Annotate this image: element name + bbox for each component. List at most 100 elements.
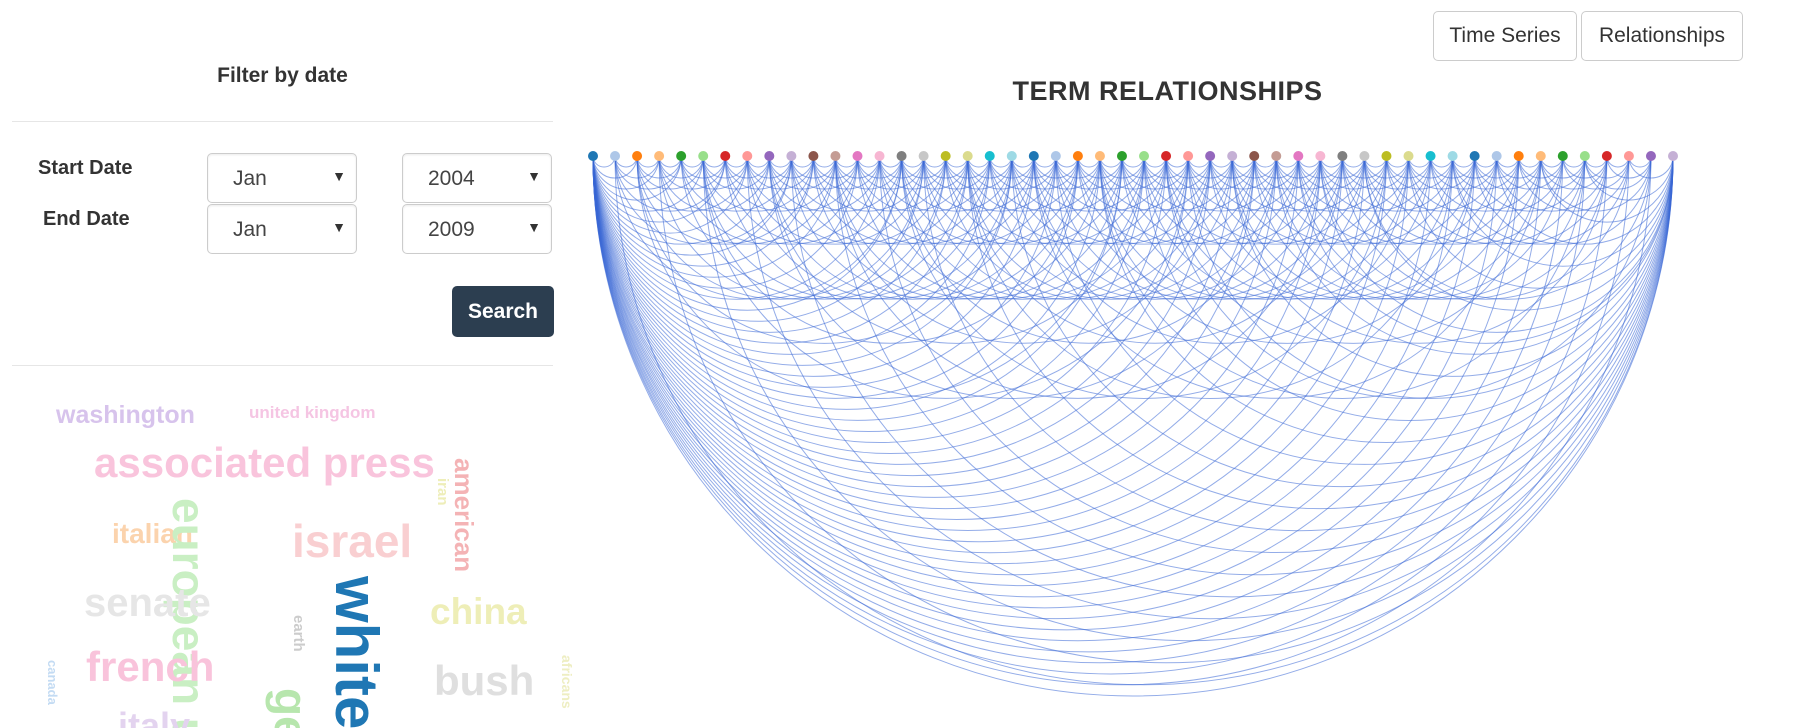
relationship-link: [592, 155, 1145, 432]
term-node[interactable]: [830, 151, 841, 161]
term-node[interactable]: [1028, 151, 1039, 161]
tab-relationships[interactable]: Relationships: [1581, 11, 1743, 61]
term-node[interactable]: [1623, 151, 1634, 161]
term-node[interactable]: [720, 151, 731, 161]
tab-time-series[interactable]: Time Series: [1433, 11, 1577, 61]
relationship-link: [592, 155, 1321, 521]
relationship-link: [592, 155, 1079, 399]
term-node[interactable]: [1161, 151, 1172, 161]
term-node[interactable]: [1491, 151, 1502, 161]
relationship-link: [592, 155, 903, 311]
term-node[interactable]: [1557, 151, 1568, 161]
term-node[interactable]: [1072, 151, 1083, 161]
relationship-link: [1121, 155, 1410, 300]
term-node[interactable]: [1668, 151, 1678, 161]
term-node[interactable]: [918, 151, 929, 161]
relationship-link: [702, 155, 770, 190]
relationship-link: [1452, 155, 1498, 179]
term-node[interactable]: [1469, 151, 1480, 161]
relationship-link: [1297, 155, 1410, 212]
term-node[interactable]: [1447, 151, 1458, 161]
term-node[interactable]: [1535, 151, 1546, 161]
term-node[interactable]: [698, 151, 709, 161]
term-node[interactable]: [1116, 151, 1127, 161]
relationship-link: [1099, 155, 1211, 212]
term-node[interactable]: [1315, 151, 1326, 161]
relationship-link: [658, 155, 1674, 664]
relationship-link: [1187, 155, 1365, 245]
term-node[interactable]: [984, 151, 995, 161]
term-node[interactable]: [808, 151, 819, 161]
relationship-link: [1055, 155, 1101, 179]
term-node[interactable]: [1249, 151, 1260, 161]
term-node[interactable]: [1094, 151, 1105, 161]
relationship-link: [592, 155, 1013, 366]
term-node[interactable]: [1337, 151, 1348, 161]
term-node[interactable]: [1271, 151, 1282, 161]
term-node[interactable]: [588, 151, 598, 161]
relationship-link: [636, 155, 1013, 344]
term-node[interactable]: [1139, 151, 1150, 161]
relationship-link: [1275, 155, 1343, 190]
relationship-link: [768, 155, 881, 212]
term-node[interactable]: [1601, 151, 1612, 161]
term-node[interactable]: [1183, 151, 1194, 161]
relationship-link: [989, 155, 1277, 300]
relationship-link: [790, 155, 858, 190]
end-month-select[interactable]: Jan ▼: [207, 204, 357, 254]
relationship-link: [1121, 155, 1299, 245]
term-node[interactable]: [940, 151, 951, 161]
term-node[interactable]: [1205, 151, 1216, 161]
term-node[interactable]: [1293, 151, 1304, 161]
term-node[interactable]: [1425, 151, 1436, 161]
start-year-value: 2004: [428, 167, 475, 190]
relationship-link: [680, 155, 748, 190]
term-node[interactable]: [1579, 151, 1590, 161]
end-month-value: Jan: [233, 218, 267, 241]
relationship-link: [879, 155, 1167, 300]
search-button[interactable]: Search: [452, 286, 554, 337]
term-node[interactable]: [1645, 151, 1656, 161]
term-node[interactable]: [874, 151, 885, 161]
term-node[interactable]: [1403, 151, 1414, 161]
term-node[interactable]: [896, 151, 907, 161]
relationship-link: [592, 155, 1101, 410]
term-node[interactable]: [764, 151, 775, 161]
relationship-link: [834, 155, 1321, 399]
relationship-link: [658, 155, 704, 179]
relationship-link: [945, 155, 1013, 190]
term-node[interactable]: [632, 151, 643, 161]
term-node[interactable]: [1359, 151, 1370, 161]
relationship-link: [614, 155, 792, 245]
relationship-link: [923, 155, 991, 190]
relationship-link: [1121, 155, 1189, 190]
term-node[interactable]: [742, 151, 753, 161]
start-month-select[interactable]: Jan ▼: [207, 153, 357, 203]
term-node[interactable]: [610, 151, 621, 161]
term-node[interactable]: [962, 151, 973, 161]
term-node[interactable]: [1006, 151, 1017, 161]
relationship-link: [658, 155, 726, 190]
relationship-link: [592, 155, 1123, 421]
relationship-link: [1341, 155, 1387, 179]
term-node[interactable]: [1050, 151, 1061, 161]
relationship-link: [1518, 155, 1630, 212]
term-node[interactable]: [676, 151, 687, 161]
relationship-link: [1363, 155, 1410, 179]
start-year-select[interactable]: 2004 ▼: [402, 153, 552, 203]
term-node[interactable]: [786, 151, 797, 161]
relationship-link: [1077, 155, 1145, 190]
relationship-link: [636, 155, 748, 212]
relationship-link: [1275, 155, 1387, 212]
relationship-link: [1231, 155, 1520, 300]
relationship-link: [592, 155, 1608, 664]
term-node[interactable]: [1381, 151, 1392, 161]
term-node[interactable]: [1227, 151, 1238, 161]
term-node[interactable]: [852, 151, 863, 161]
relationship-link: [879, 155, 1057, 245]
term-node[interactable]: [654, 151, 665, 161]
end-year-select[interactable]: 2009 ▼: [402, 204, 552, 254]
relationship-link: [592, 155, 726, 223]
relationship-link: [1275, 155, 1674, 354]
term-node[interactable]: [1513, 151, 1524, 161]
